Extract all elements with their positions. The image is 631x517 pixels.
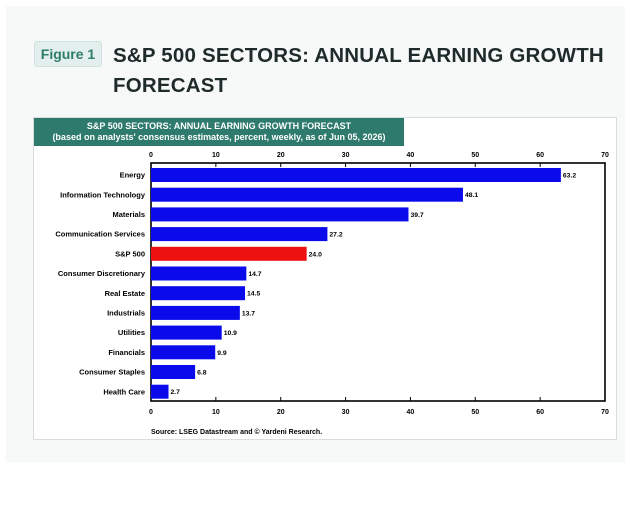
category-label: Consumer Discretionary: [58, 269, 146, 278]
x-tick-label-top: 40: [407, 152, 415, 159]
bar-value-label: 48.1: [465, 192, 478, 199]
category-label: Information Technology: [60, 190, 146, 199]
bar-value-label: 13.7: [242, 310, 255, 317]
category-label: Materials: [112, 210, 145, 219]
category-label: Communication Services: [55, 230, 145, 239]
bar-value-label: 27.2: [329, 232, 342, 239]
bar: [151, 345, 216, 360]
x-tick-label-bottom: 50: [471, 409, 479, 416]
x-tick-label-top: 10: [212, 152, 220, 159]
x-tick-label-top: 30: [342, 152, 350, 159]
chart-source: Source: LSEG Datastream and © Yardeni Re…: [151, 428, 322, 436]
category-label: Consumer Staples: [79, 368, 145, 377]
x-tick-label-top: 50: [471, 152, 479, 159]
category-label: S&P 500: [115, 249, 145, 258]
bar: [151, 384, 169, 399]
x-tick-label-bottom: 10: [212, 409, 220, 416]
x-tick-label-top: 70: [601, 152, 609, 159]
chart-container: S&P 500 SECTORS: ANNUAL EARNING GROWTH F…: [33, 117, 617, 440]
bar-value-label: 63.2: [563, 173, 576, 180]
bar: [151, 305, 240, 320]
bar: [151, 227, 328, 242]
bar-value-label: 39.7: [410, 212, 423, 219]
x-tick-label-bottom: 0: [149, 409, 153, 416]
figure-label-badge: Figure 1: [34, 41, 102, 67]
chart-header: S&P 500 SECTORS: ANNUAL EARNING GROWTH F…: [34, 118, 404, 146]
bar-value-label: 10.9: [224, 330, 237, 337]
bar: [151, 365, 196, 379]
bar: [151, 187, 463, 202]
bar: [151, 168, 561, 182]
figure-label: Figure 1: [40, 46, 96, 62]
category-label: Utilities: [118, 328, 145, 337]
category-label: Financials: [108, 348, 145, 357]
bar: [151, 286, 246, 301]
category-label: Energy: [120, 171, 146, 180]
x-tick-label-bottom: 20: [277, 409, 285, 416]
bar-value-label: 9.9: [217, 350, 227, 357]
x-tick-label-top: 0: [149, 152, 153, 159]
bar-value-label: 14.5: [247, 291, 260, 298]
bar-value-label: 14.7: [248, 271, 261, 278]
category-label: Industrials: [107, 309, 145, 318]
bar: [151, 266, 247, 281]
bar: [151, 207, 409, 222]
chart-header-title: S&P 500 SECTORS: ANNUAL EARNING GROWTH F…: [86, 120, 352, 131]
bar-value-label: 24.0: [309, 251, 322, 258]
bar-value-label: 2.7: [171, 389, 181, 396]
x-tick-label-bottom: 60: [536, 409, 544, 416]
category-label: Health Care: [103, 387, 145, 396]
bar-chart: 0 0 10 10 20 20 30 30 40 40 50 50 60 60 70 70 Energy 63.2…: [55, 152, 609, 436]
x-tick-label-bottom: 70: [601, 409, 609, 416]
x-tick-label-top: 20: [277, 152, 285, 159]
figure-title: S&P 500 SECTORS: ANNUAL EARNING GROWTH F…: [113, 44, 604, 97]
plot-frame: [150, 162, 606, 402]
bar: [151, 325, 222, 340]
bar-value-label: 6.8: [197, 370, 207, 377]
x-tick-label-bottom: 30: [342, 409, 350, 416]
chart-header-subtitle: (based on analysts' consensus estimates,…: [52, 132, 386, 142]
x-tick-label-bottom: 40: [407, 409, 415, 416]
x-tick-label-top: 60: [536, 152, 544, 159]
bar: [151, 246, 307, 261]
category-label: Real Estate: [105, 289, 145, 298]
